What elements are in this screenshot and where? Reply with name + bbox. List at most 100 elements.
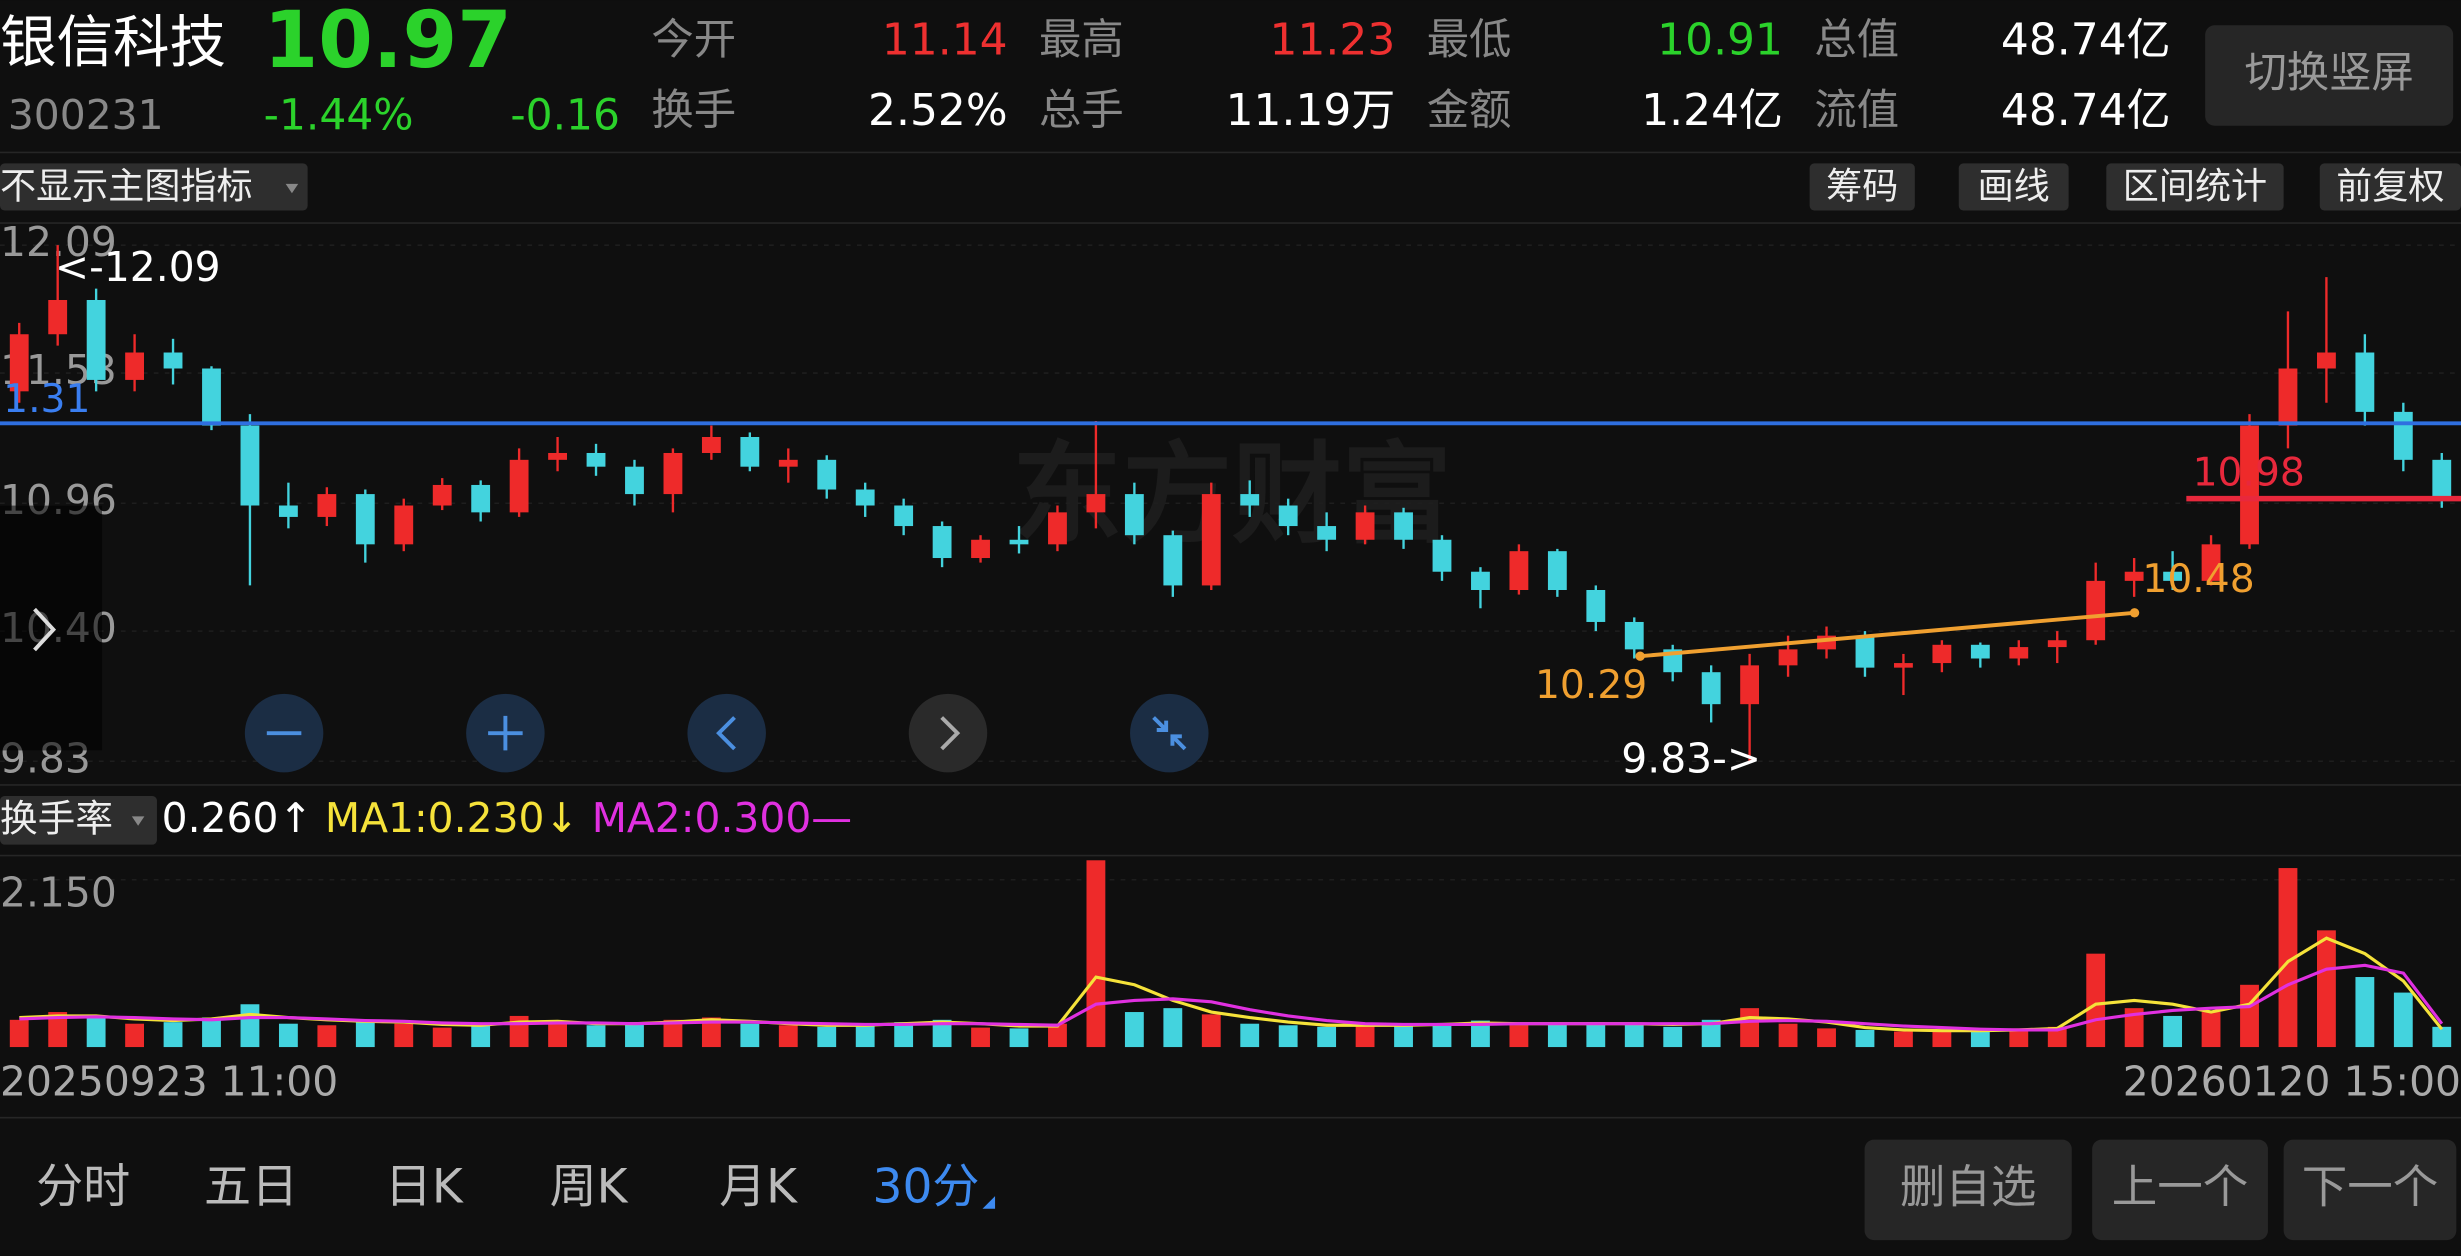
- turnover-bar: [663, 1019, 683, 1048]
- change-pct: -1.44%: [264, 90, 414, 139]
- price-line-label: 10.98: [2193, 451, 2305, 496]
- price: 10.97: [264, 0, 512, 86]
- candle-body: [2240, 425, 2259, 545]
- candle-body: [2163, 571, 2183, 581]
- tab-indicator: [982, 1196, 996, 1209]
- low-label: 9.83->: [1621, 734, 1761, 782]
- switch-button[interactable]: [2205, 25, 2454, 126]
- stat-label: 总手: [1039, 86, 1124, 135]
- turnover-bar: [1932, 1029, 1952, 1048]
- zoom-button[interactable]: [687, 693, 766, 773]
- candle-body: [1894, 663, 1913, 668]
- turnover-bar: [1009, 1028, 1029, 1048]
- candle-body: [1240, 494, 1260, 506]
- candle-body: [278, 505, 298, 517]
- candle-body: [355, 494, 375, 545]
- toolbar-button[interactable]: [2106, 163, 2284, 211]
- turnover-bar: [625, 1022, 644, 1048]
- trend-point: [2129, 608, 2140, 618]
- stat-value: 2.52%: [868, 85, 1008, 136]
- zoom-icon: [1152, 716, 1187, 751]
- turnover-bar: [855, 1023, 875, 1048]
- turnover-bar: [317, 1025, 337, 1048]
- turnover-bar: [1124, 1012, 1144, 1048]
- switch-button-label: 切换竖屏: [2244, 48, 2413, 97]
- stat-label: 总值: [1814, 15, 1899, 64]
- candle-body: [317, 494, 337, 517]
- candle-body: [855, 489, 875, 506]
- stat-label: 最低: [1427, 15, 1512, 64]
- turnover-bar: [1970, 1031, 1990, 1048]
- indicator-select-label: 换手率: [0, 797, 113, 841]
- candle-body: [1124, 494, 1144, 536]
- candle-body: [701, 437, 721, 453]
- candle-body: [2124, 571, 2144, 581]
- turnover-bar: [1855, 1029, 1875, 1048]
- toolbar-button-label: 前复权: [2336, 166, 2444, 208]
- turnover-bar: [1048, 1023, 1067, 1048]
- candle-body: [1970, 644, 1990, 659]
- period-tab[interactable]: 月K: [719, 1159, 798, 1214]
- candle-body: [1355, 512, 1375, 540]
- stat-value: 48.74亿: [2001, 85, 2171, 136]
- turnover-bar: [1240, 1023, 1260, 1048]
- period-tab[interactable]: 日K: [385, 1159, 464, 1214]
- zoom-button[interactable]: [1130, 693, 1209, 773]
- candle-body: [971, 539, 990, 559]
- turnover-bar: [1432, 1023, 1452, 1048]
- toolbar-button-label: 画线: [1978, 166, 2050, 208]
- toolbar-button[interactable]: [1958, 163, 2069, 211]
- turnover-bar: [1624, 1023, 1644, 1048]
- turnover-bar: [1278, 1025, 1298, 1048]
- period-tab[interactable]: 30分: [873, 1159, 980, 1214]
- candle-body: [2316, 352, 2336, 369]
- turnover-bar: [2201, 1012, 2221, 1048]
- toolbar-button[interactable]: [1809, 163, 1915, 211]
- turnover-bar: [894, 1022, 914, 1048]
- turnover-bar: [1817, 1028, 1836, 1048]
- nav-button[interactable]: [1864, 1139, 2072, 1241]
- nav-button[interactable]: [2283, 1139, 2457, 1241]
- turnover-bar: [471, 1025, 491, 1048]
- candle-body: [1740, 665, 1760, 705]
- candle-body: [509, 459, 529, 513]
- candle-body: [1317, 526, 1337, 540]
- turnover-bar: [355, 1019, 375, 1048]
- candle-body: [1201, 494, 1221, 586]
- turnover-bar: [1201, 1014, 1221, 1048]
- turnover-bar: [1701, 1019, 1721, 1048]
- expand-arrow[interactable]: [33, 607, 57, 652]
- candle-body: [1163, 535, 1183, 586]
- indicator-select[interactable]: [0, 795, 157, 845]
- period-tab[interactable]: 分时: [36, 1159, 130, 1214]
- candle-body: [1278, 505, 1298, 527]
- turnover-bar: [2316, 930, 2336, 1048]
- candle-body: [2432, 459, 2452, 501]
- stat-value: 10.91: [1657, 15, 1783, 66]
- turnover-bar: [1663, 1026, 1683, 1048]
- period-tab[interactable]: 五日: [204, 1159, 298, 1214]
- toolbar-button[interactable]: [2319, 163, 2461, 211]
- indicator-select[interactable]: [0, 163, 308, 211]
- stat-value: 48.74亿: [2001, 15, 2171, 66]
- candle-body: [2355, 352, 2375, 412]
- nav-button[interactable]: [2092, 1139, 2268, 1241]
- stat-label: 换手: [651, 86, 736, 135]
- candle-body: [1394, 512, 1413, 540]
- turnover-bar: [2047, 1026, 2067, 1048]
- zoom-button[interactable]: [908, 693, 988, 773]
- trend-end-label: 10.48: [2142, 557, 2254, 602]
- candle-body: [394, 505, 414, 545]
- candle-body: [240, 425, 260, 506]
- zoom-icon: [716, 716, 736, 751]
- end-date: 20260120 15:00: [2123, 1058, 2461, 1106]
- toolbar-button-label: 区间统计: [2123, 166, 2267, 208]
- ma-line: [19, 963, 2444, 1032]
- period-tab[interactable]: 周K: [550, 1159, 629, 1214]
- turnover-bar: [48, 1012, 68, 1048]
- turnover-bar: [1547, 1023, 1567, 1048]
- start-date: 20250923 11:00: [0, 1058, 338, 1106]
- candle-body: [2047, 640, 2067, 648]
- turnover-bar: [2432, 1026, 2452, 1048]
